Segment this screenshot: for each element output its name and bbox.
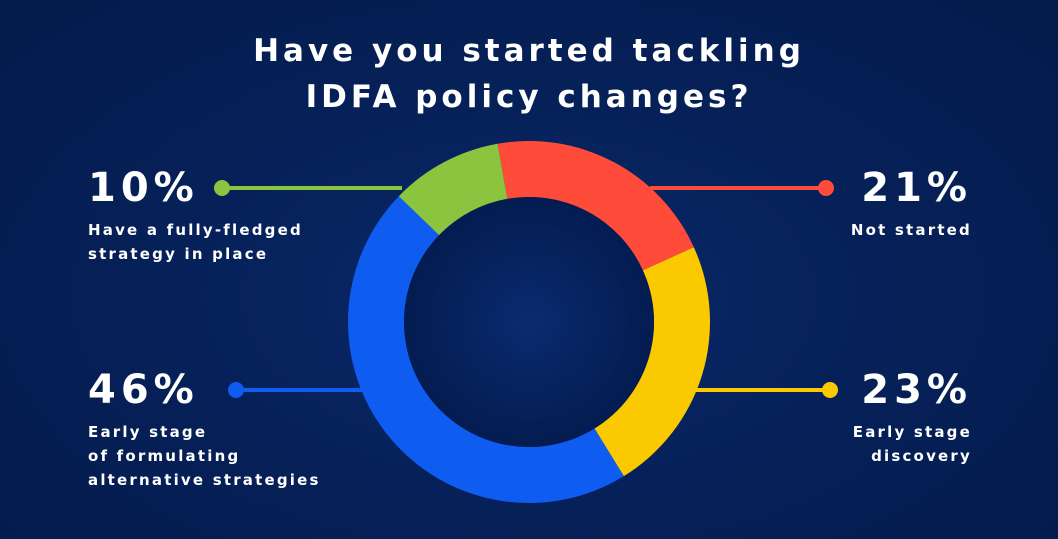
value-label-early-stage-discovery: 23% — [861, 367, 972, 413]
donut-slice-2 — [594, 247, 710, 477]
value-label-formulating-strategies: 46% — [88, 367, 199, 413]
leader-dot-1 — [818, 180, 834, 196]
category-label-not-started: Not started — [851, 218, 972, 242]
leader-dot-4 — [214, 180, 230, 196]
category-label-formulating-strategies: Early stage of formulating alternative s… — [88, 420, 321, 492]
chart-title-line-1: Have you started tackling — [253, 33, 805, 69]
value-label-fully-fledged: 10% — [88, 165, 199, 211]
leader-dot-2 — [822, 382, 838, 398]
category-label-early-stage-discovery-line-1: Early stage — [852, 423, 972, 441]
chart-title-line-2: IDFA policy changes? — [305, 79, 753, 115]
category-label-fully-fledged-line-1: Have a fully-fledged — [88, 221, 303, 239]
donut-hole — [404, 197, 654, 447]
category-label-not-started-line-1: Not started — [850, 221, 972, 239]
category-label-formulating-strategies-line-2: of formulating — [88, 447, 241, 465]
category-label-early-stage-discovery-line-2: discovery — [871, 447, 972, 465]
value-label-not-started: 21% — [861, 165, 972, 211]
category-label-fully-fledged: Have a fully-fledged strategy in place — [88, 218, 303, 266]
category-label-fully-fledged-line-2: strategy in place — [88, 245, 269, 263]
category-label-formulating-strategies-line-3: alternative strategies — [88, 471, 321, 489]
category-label-formulating-strategies-line-1: Early stage — [88, 423, 208, 441]
chart-title: Have you started tackling IDFA policy ch… — [0, 28, 1058, 120]
leader-dot-3 — [228, 382, 244, 398]
category-label-early-stage-discovery: Early stage discovery — [853, 420, 972, 468]
donut-slice-3 — [347, 196, 624, 503]
donut-slice-4 — [398, 143, 508, 236]
donut-slice-1 — [497, 141, 694, 271]
